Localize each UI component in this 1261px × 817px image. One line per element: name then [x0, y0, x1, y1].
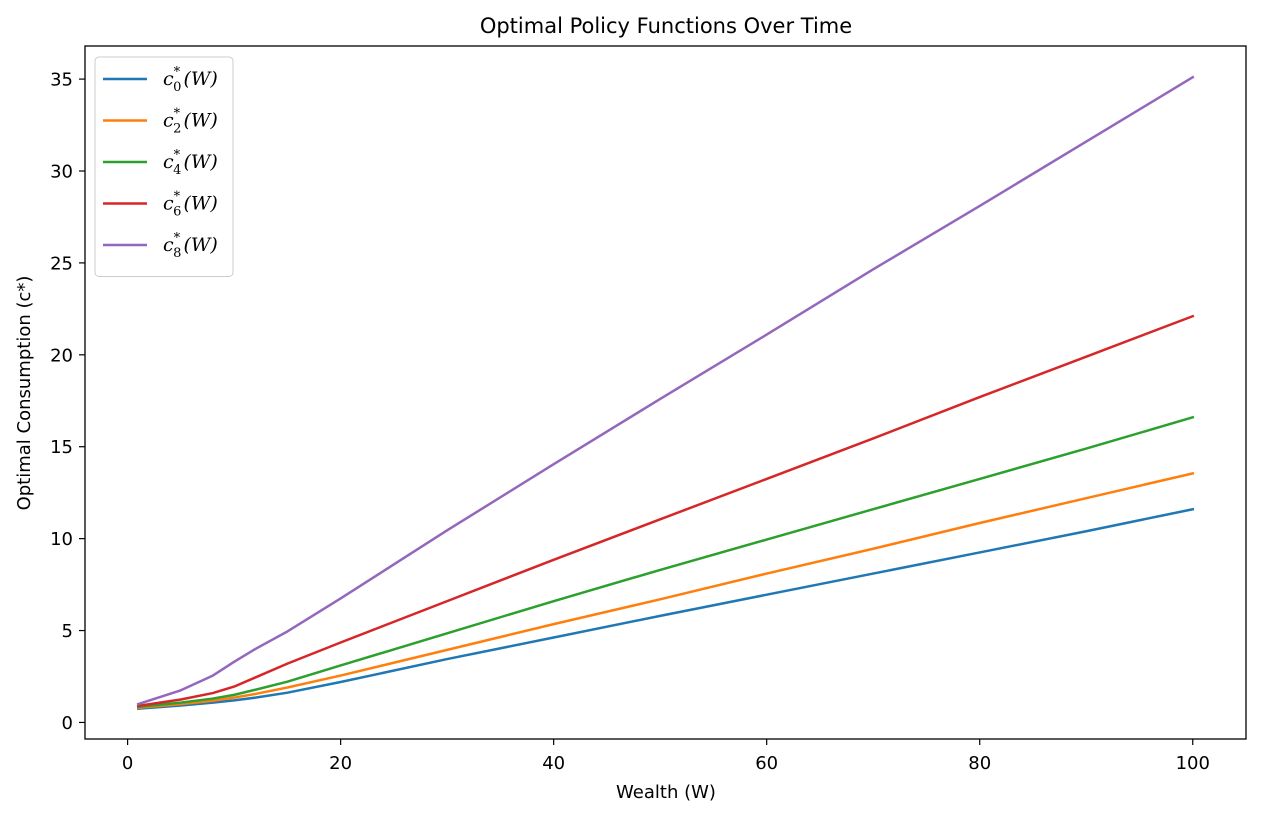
x-tick-label-2: 40 [542, 753, 565, 774]
y-tick-label-0: 0 [62, 713, 73, 734]
y-tick-label-7: 35 [50, 70, 73, 91]
x-tick-label-5: 100 [1176, 753, 1210, 774]
y-axis: 0 5 10 15 20 25 30 35 [50, 70, 85, 734]
y-tick-label-5: 25 [50, 253, 73, 274]
series-line-4 [136, 75, 1195, 706]
series-line-0 [136, 507, 1195, 711]
series-line-1 [136, 471, 1195, 710]
y-tick-label-1: 5 [62, 621, 73, 642]
y-tick-label-6: 30 [50, 161, 73, 182]
series-line-2 [136, 415, 1195, 709]
y-tick-label-2: 10 [50, 529, 73, 550]
chart-title: Optimal Policy Functions Over Time [480, 14, 852, 38]
legend: c* 0 (W) c* 2 (W) c* 4 (W) c* 6 (W) c* 8 (W) [94, 56, 234, 277]
x-tick-label-3: 60 [755, 753, 778, 774]
y-tick-label-3: 15 [50, 437, 73, 458]
series-layer [136, 75, 1195, 711]
x-axis: 0 20 40 60 80 100 [122, 739, 1210, 774]
x-axis-title: Wealth (W) [616, 782, 716, 803]
plot-area [84, 45, 1247, 740]
y-tick-label-4: 20 [50, 345, 73, 366]
legend-label-3: c* 6 (W) [163, 190, 218, 220]
legend-label-4: c* 8 (W) [163, 231, 218, 261]
legend-label-1: c* 2 (W) [163, 107, 218, 137]
legend-label-0: c* 0 (W) [163, 65, 218, 95]
x-tick-label-4: 80 [968, 753, 991, 774]
series-line-3 [136, 314, 1195, 708]
plot-frame [84, 45, 1247, 740]
x-tick-label-1: 20 [329, 753, 352, 774]
legend-label-2: c* 4 (W) [163, 148, 218, 178]
legend-box [94, 56, 234, 277]
y-axis-title: Optimal Consumption (c*) [14, 276, 35, 511]
x-tick-label-0: 0 [122, 753, 133, 774]
